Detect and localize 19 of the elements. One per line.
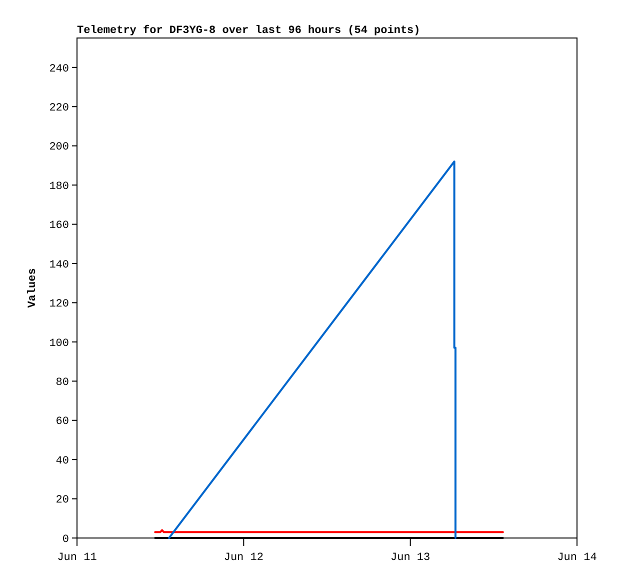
y-tick-label: 0 (62, 534, 69, 546)
x-tick-label: Jun 12 (224, 552, 264, 564)
y-tick-label: 200 (49, 142, 69, 154)
y-tick-label: 40 (56, 455, 69, 468)
y-axis-title: Values (27, 268, 39, 308)
x-tick-label: Jun 14 (557, 552, 598, 564)
y-tick-label: 180 (49, 180, 69, 193)
y-tick-label: 220 (49, 102, 69, 114)
y-tick-label: 160 (49, 220, 69, 232)
y-tick-label: 20 (56, 494, 69, 507)
x-tick-label: Jun 13 (390, 552, 430, 564)
y-tick-label: 100 (49, 338, 69, 350)
y-tick-label: 120 (49, 298, 69, 311)
x-tick-label: Jun 11 (57, 552, 98, 564)
chart-title: Telemetry for DF3YG-8 over last 96 hours (54 points) (77, 24, 420, 37)
y-tick-label: 140 (49, 259, 69, 272)
y-tick-label: 60 (56, 416, 69, 428)
y-tick-label: 80 (56, 376, 69, 389)
y-tick-label: 240 (49, 63, 69, 76)
